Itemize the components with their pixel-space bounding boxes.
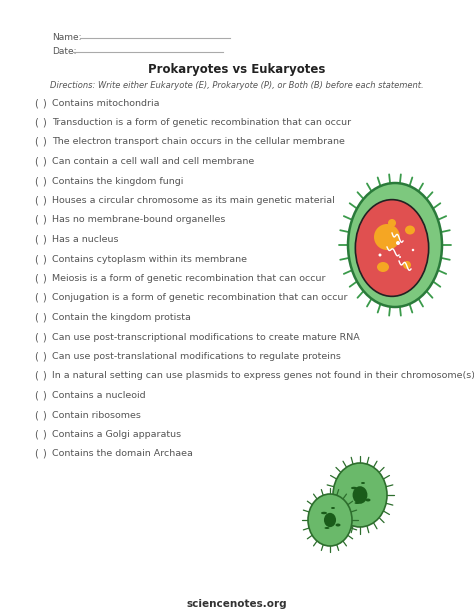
- Text: ): ): [42, 196, 46, 205]
- Text: Contains cytoplasm within its membrane: Contains cytoplasm within its membrane: [52, 254, 247, 264]
- Text: (: (: [34, 371, 38, 381]
- Ellipse shape: [405, 226, 415, 235]
- Text: ): ): [42, 235, 46, 245]
- Text: (: (: [34, 273, 38, 283]
- Text: ): ): [42, 118, 46, 128]
- Text: (: (: [34, 156, 38, 167]
- Text: (: (: [34, 118, 38, 128]
- Text: (: (: [34, 196, 38, 205]
- Text: ): ): [42, 176, 46, 186]
- Ellipse shape: [379, 254, 382, 256]
- Ellipse shape: [308, 494, 352, 546]
- Text: ): ): [42, 215, 46, 225]
- Text: ): ): [42, 390, 46, 400]
- Text: Name:: Name:: [52, 34, 82, 42]
- Text: ): ): [42, 273, 46, 283]
- Ellipse shape: [321, 512, 327, 514]
- Text: Houses a circular chromosome as its main genetic material: Houses a circular chromosome as its main…: [52, 196, 335, 205]
- Text: (: (: [34, 98, 38, 108]
- Ellipse shape: [351, 487, 357, 489]
- Ellipse shape: [333, 463, 387, 527]
- Ellipse shape: [403, 261, 411, 269]
- Text: Prokaryotes vs Eukaryotes: Prokaryotes vs Eukaryotes: [148, 64, 326, 77]
- Ellipse shape: [388, 219, 396, 227]
- Ellipse shape: [356, 200, 428, 296]
- Text: In a natural setting can use plasmids to express genes not found in their chromo: In a natural setting can use plasmids to…: [52, 371, 474, 381]
- Text: (: (: [34, 293, 38, 303]
- Ellipse shape: [396, 241, 400, 245]
- Text: ): ): [42, 98, 46, 108]
- Ellipse shape: [355, 502, 359, 504]
- Ellipse shape: [365, 498, 371, 501]
- Text: sciencenotes.org: sciencenotes.org: [187, 599, 287, 609]
- Text: (: (: [34, 351, 38, 362]
- Text: Contains a Golgi apparatus: Contains a Golgi apparatus: [52, 430, 181, 439]
- Text: Can use post-translational modifications to regulate proteins: Can use post-translational modifications…: [52, 352, 341, 361]
- Text: ): ): [42, 430, 46, 440]
- Ellipse shape: [374, 224, 400, 250]
- Text: ): ): [42, 156, 46, 167]
- Text: ): ): [42, 293, 46, 303]
- Ellipse shape: [325, 527, 329, 529]
- Text: Has no membrane-bound organelles: Has no membrane-bound organelles: [52, 216, 225, 224]
- Text: Has a nucleus: Has a nucleus: [52, 235, 118, 244]
- Text: (: (: [34, 215, 38, 225]
- Text: Can contain a cell wall and cell membrane: Can contain a cell wall and cell membran…: [52, 157, 254, 166]
- Text: (: (: [34, 390, 38, 400]
- Text: Contains the domain Archaea: Contains the domain Archaea: [52, 449, 193, 459]
- Text: Can use post-transcriptional modifications to create mature RNA: Can use post-transcriptional modificatio…: [52, 332, 360, 341]
- Text: Meiosis is a form of genetic recombination that can occur: Meiosis is a form of genetic recombinati…: [52, 274, 326, 283]
- Text: Contains a nucleoid: Contains a nucleoid: [52, 391, 146, 400]
- Text: Contains the kingdom fungi: Contains the kingdom fungi: [52, 177, 183, 186]
- Text: (: (: [34, 137, 38, 147]
- Ellipse shape: [377, 262, 389, 272]
- Ellipse shape: [361, 482, 365, 484]
- Ellipse shape: [348, 183, 442, 307]
- Text: ): ): [42, 371, 46, 381]
- Text: Transduction is a form of genetic recombination that can occur: Transduction is a form of genetic recomb…: [52, 118, 351, 127]
- Text: (: (: [34, 449, 38, 459]
- Text: ): ): [42, 137, 46, 147]
- Text: Conjugation is a form of genetic recombination that can occur: Conjugation is a form of genetic recombi…: [52, 294, 347, 302]
- Text: (: (: [34, 176, 38, 186]
- Text: ): ): [42, 410, 46, 420]
- Text: (: (: [34, 410, 38, 420]
- Text: Directions: Write either Eukaryote (E), Prokaryote (P), or Both (B) before each : Directions: Write either Eukaryote (E), …: [50, 82, 424, 91]
- Text: (: (: [34, 332, 38, 342]
- Ellipse shape: [324, 513, 336, 527]
- Text: Contain ribosomes: Contain ribosomes: [52, 411, 141, 419]
- Ellipse shape: [399, 256, 401, 258]
- Ellipse shape: [331, 507, 335, 509]
- Ellipse shape: [336, 524, 340, 527]
- Text: Contain the kingdom protista: Contain the kingdom protista: [52, 313, 191, 322]
- Text: ): ): [42, 449, 46, 459]
- Text: (: (: [34, 254, 38, 264]
- Text: ): ): [42, 332, 46, 342]
- Text: (: (: [34, 313, 38, 322]
- Text: Contains mitochondria: Contains mitochondria: [52, 99, 159, 107]
- Text: The electron transport chain occurs in the cellular membrane: The electron transport chain occurs in t…: [52, 137, 345, 147]
- Text: Date:: Date:: [52, 47, 76, 56]
- Text: (: (: [34, 430, 38, 440]
- Text: ): ): [42, 313, 46, 322]
- Text: ): ): [42, 254, 46, 264]
- Ellipse shape: [412, 249, 414, 251]
- Text: (: (: [34, 235, 38, 245]
- Text: ): ): [42, 351, 46, 362]
- Ellipse shape: [353, 486, 367, 504]
